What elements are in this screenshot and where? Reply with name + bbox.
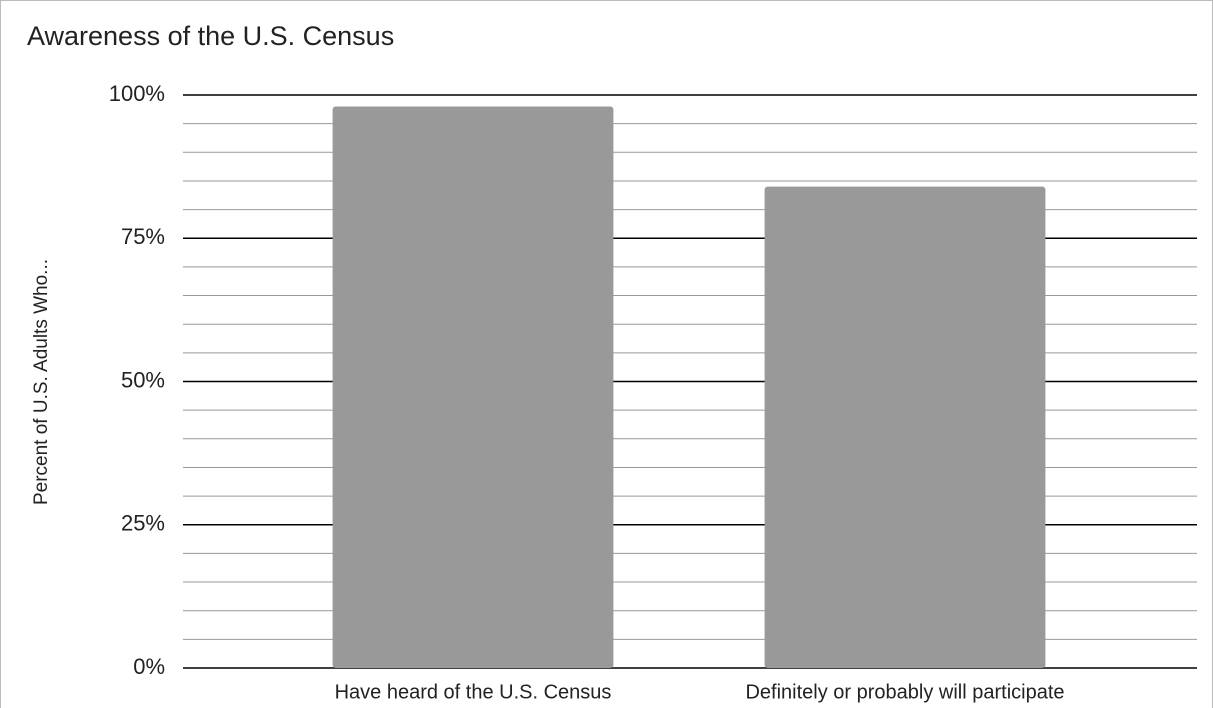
y-tick-label: 100% <box>109 81 165 106</box>
y-tick-label: 75% <box>121 224 165 249</box>
bar <box>764 186 1046 668</box>
y-tick-label: 0% <box>133 654 165 679</box>
x-tick-label: Definitely or probably will participate <box>745 681 1064 703</box>
y-tick-label: 25% <box>121 511 165 536</box>
x-tick-label: Have heard of the U.S. Census <box>335 681 612 703</box>
y-tick-label: 50% <box>121 367 165 392</box>
chart-title: Awareness of the U.S. Census <box>27 21 394 51</box>
y-axis-label: Percent of U.S. Adults Who... <box>31 259 52 505</box>
bar <box>332 106 614 668</box>
